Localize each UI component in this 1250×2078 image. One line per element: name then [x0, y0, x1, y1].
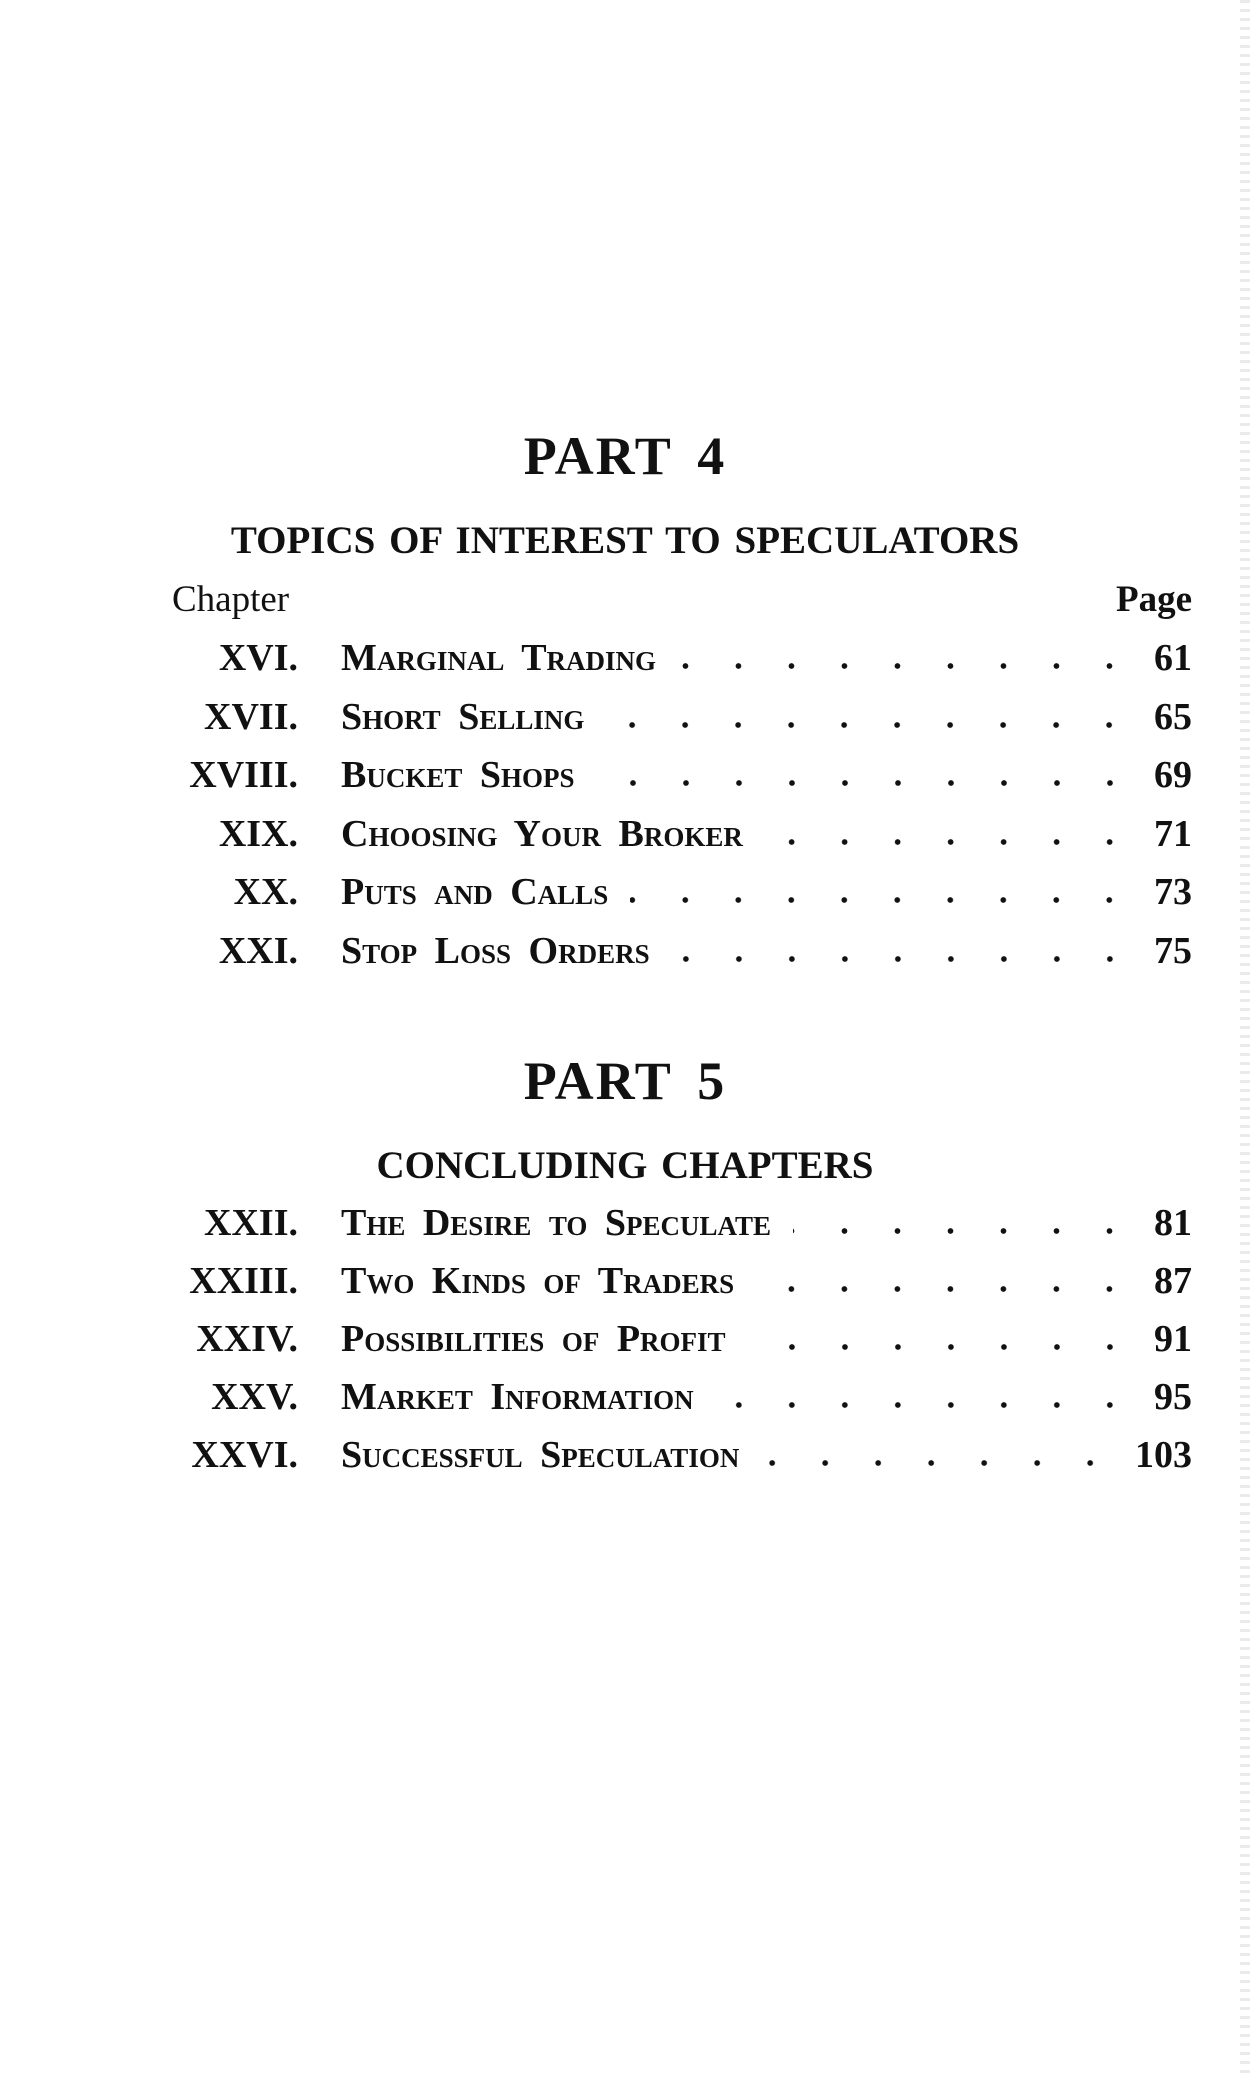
chapter-title: Two Kinds of Traders [341, 1260, 735, 1302]
page-number: 87 [1154, 1260, 1192, 1302]
page-number: 65 [1154, 695, 1192, 738]
chapter-number: XXI. [218, 930, 298, 972]
chapter-number: XXIV. [196, 1318, 298, 1360]
dot-leader [761, 1459, 1117, 1467]
part-5-subtitle: CONCLUDING CHAPTERS [376, 1144, 874, 1187]
toc-entry: XXVI. Successful Speculation 103 [140, 1433, 1192, 1483]
chapter-number: XXVI. [191, 1434, 298, 1476]
part-5-heading: PART 5 [523, 1051, 727, 1111]
toc-entry: XX. Puts and Calls 73 [140, 870, 1192, 920]
dot-leader [606, 720, 1136, 729]
toc-entry: XXV. Market Information 95 [140, 1375, 1192, 1425]
dot-leader [630, 896, 1136, 905]
dot-leader [756, 1285, 1136, 1293]
toc-entry: XIX. Choosing Your Broker 71 [140, 812, 1192, 862]
chapter-number: XXIII. [189, 1260, 298, 1302]
toc-entry: XVIII. Bucket Shops 69 [140, 753, 1192, 803]
dot-leader [747, 1343, 1136, 1351]
chapter-title: Choosing Your Broker [341, 812, 743, 855]
chapter-number: XIX. [218, 812, 298, 855]
part-4-subtitle: TOPICS OF INTEREST TO SPECULATORS [230, 519, 1020, 562]
dot-leader [793, 1227, 1136, 1235]
page-number: 73 [1154, 871, 1192, 914]
chapter-number: XVI. [218, 637, 298, 679]
chapter-number: XVIII. [189, 754, 298, 797]
column-headers: Chapter Page [172, 578, 1192, 621]
chapter-number: XXII. [204, 1202, 298, 1244]
page-number: 81 [1154, 1202, 1192, 1244]
dot-leader [596, 779, 1136, 788]
page-number: 95 [1154, 1376, 1192, 1418]
chapter-title: The Desire to Speculate [341, 1202, 772, 1244]
page-number: 61 [1154, 637, 1192, 679]
toc-entry: XXIV. Possibilities of Profit 91 [140, 1317, 1192, 1367]
toc-entry: XXI. Stop Loss Orders 75 [140, 929, 1192, 979]
page-number: 75 [1154, 930, 1192, 972]
dot-leader [678, 662, 1136, 670]
toc-entry: XVI. Marginal Trading 61 [140, 636, 1192, 686]
chapter-title: Stop Loss Orders [341, 930, 650, 972]
page-edge-scan-artifact [1240, 0, 1250, 2078]
dot-leader [715, 1401, 1136, 1409]
dot-leader [764, 837, 1136, 846]
chapter-title: Short Selling [341, 695, 585, 738]
chapter-title: Successful Speculation [341, 1434, 740, 1476]
chapter-column-label: Chapter [172, 579, 290, 620]
dot-leader [671, 955, 1136, 963]
chapter-number: XX. [233, 871, 298, 914]
chapter-title: Puts and Calls [341, 871, 609, 914]
chapter-title: Market Information [341, 1376, 694, 1418]
page-number: 91 [1154, 1318, 1192, 1360]
chapter-number: XXV. [211, 1376, 298, 1418]
page-number: 71 [1154, 812, 1192, 855]
part-4-heading: PART 4 [523, 426, 727, 486]
toc-entry: XVII. Short Selling 65 [140, 695, 1192, 745]
page-number: 103 [1135, 1434, 1192, 1476]
chapter-title: Marginal Trading [341, 637, 657, 679]
toc-entry: XXII. The Desire to Speculate 81 [140, 1201, 1192, 1251]
chapter-title: Bucket Shops [341, 754, 575, 797]
page-column-label: Page [1115, 579, 1192, 620]
chapter-number: XVII. [204, 695, 298, 738]
chapter-title: Possibilities of Profit [341, 1318, 726, 1360]
toc-entry: XXIII. Two Kinds of Traders 87 [140, 1259, 1192, 1309]
page-number: 69 [1154, 754, 1192, 797]
